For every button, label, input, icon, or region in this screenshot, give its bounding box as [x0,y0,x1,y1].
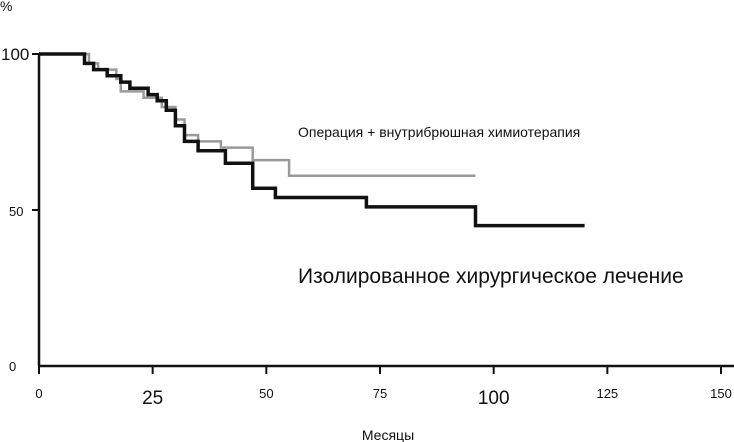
y-axis-title: % [0,0,12,14]
x-tick-label: 150 [710,386,732,401]
x-tick-label: 50 [259,386,273,401]
x-tick-label: 25 [142,388,163,409]
y-tick-label: 50 [9,204,23,219]
series-line-0 [39,52,476,177]
series-label-surgery: Изолированное хирургическое лечение [298,265,684,288]
y-tick-label: 100 [1,45,29,64]
series-label-hipec: Операция + внутрибрюшная химиотерапия [298,124,580,140]
x-tick-label: 0 [35,386,42,401]
series-line-1 [39,52,585,228]
x-tick-label: 100 [478,388,510,409]
y-tick-label: 0 [9,359,16,374]
x-tick-label: 125 [596,386,618,401]
x-tick-label: 75 [373,386,387,401]
x-axis-title: Месяцы [362,427,414,442]
